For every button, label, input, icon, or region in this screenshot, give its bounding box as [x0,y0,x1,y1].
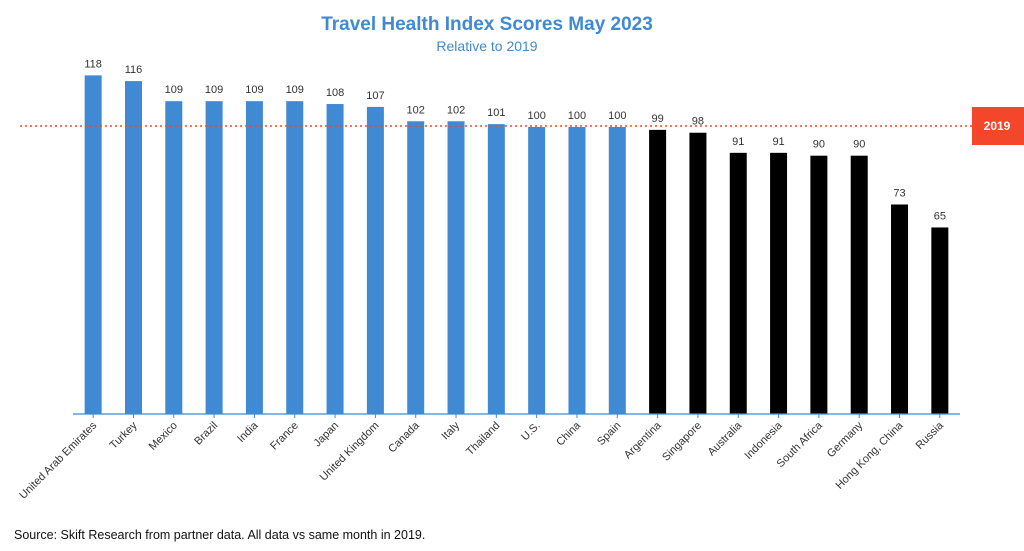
bar [891,204,909,414]
x-tick-label: Russia [914,419,947,452]
data-label: 100 [608,110,626,122]
bar [245,101,263,415]
data-label: 91 [772,136,784,148]
data-label: 118 [84,58,102,70]
x-tick-label: Canada [386,419,422,455]
data-label: 65 [934,210,946,222]
x-tick-label: France [268,420,301,453]
x-tick-label: Australia [706,419,745,458]
bar [608,127,626,414]
bar [689,132,707,415]
bar [205,101,223,415]
bar [366,106,384,414]
x-tick-label: Turkey [108,419,140,451]
data-label: 100 [527,110,545,122]
bar [528,127,546,414]
bar [568,127,586,414]
bar [407,121,425,414]
data-label: 109 [245,84,263,96]
bar [84,75,102,414]
x-tick-label: Italy [439,419,462,442]
data-label: 102 [407,104,425,116]
bar [931,227,949,414]
data-label: 100 [568,110,586,122]
value-labels: 118 116 109 109 109 109 108 107 102 102 101 100 100 1… [84,58,946,222]
x-tick-label: Brazil [192,420,220,448]
data-label: 90 [853,139,865,151]
data-label: 109 [205,84,223,96]
x-tick-label: China [554,419,583,448]
x-tick-label: Germany [825,419,866,460]
x-tick-label: Hong Kong, China [834,419,907,492]
data-label: 90 [813,139,825,151]
data-label: 107 [366,90,384,102]
bar [770,152,788,414]
x-tick-label: Argentina [622,419,664,461]
data-label: 102 [447,104,465,116]
x-tick-label: Thailand [464,420,502,458]
data-label: 73 [893,187,905,199]
bar [286,101,304,415]
chart-title: Travel Health Index Scores May 2023 [321,14,653,35]
bar [326,104,344,414]
bar [729,152,747,414]
x-tick-label: Spain [595,420,623,448]
data-label: 98 [692,116,704,128]
bar [850,155,868,414]
source-note: Source: Skift Research from partner data… [14,528,426,542]
x-tick-label: U.S. [519,420,543,444]
x-tick-label: United Arab Emirates [17,419,99,501]
x-axis-ticks [92,414,941,418]
bar [810,155,828,414]
data-label: 109 [165,84,183,96]
x-tick-label: Mexico [147,420,180,453]
x-tick-label: Japan [312,420,342,450]
bars [84,75,949,415]
bar [649,129,667,414]
data-label: 116 [125,64,143,76]
reference-badge [972,107,1024,145]
x-tick-label: Indonesia [742,419,785,462]
data-label: 109 [286,84,304,96]
x-axis-tick-labels: United Arab Emirates Turkey Mexico Brazil In… [17,419,946,502]
chart-subtitle: Relative to 2019 [436,38,537,54]
x-tick-label: Singapore [660,420,704,464]
reference-badge-label: 2019 [984,119,1011,133]
bar [487,124,505,414]
bar [165,101,183,415]
bar [124,81,142,414]
data-label: 99 [651,113,663,125]
x-tick-label: India [235,419,261,445]
bar [447,121,465,414]
data-label: 91 [732,136,744,148]
data-label: 108 [326,87,344,99]
data-label: 101 [487,107,505,119]
